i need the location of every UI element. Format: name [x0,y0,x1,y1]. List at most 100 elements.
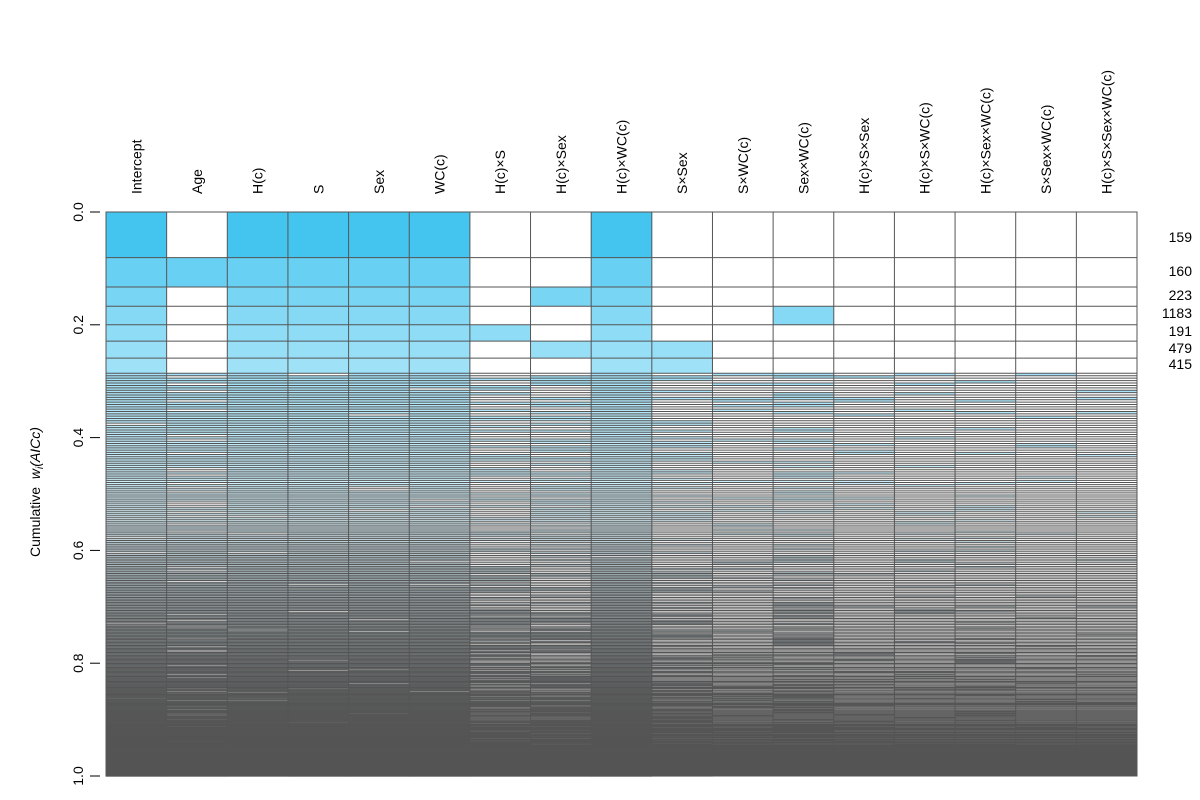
heatmap-cell [227,383,289,386]
heatmap-cell [348,562,410,565]
heatmap-cell [106,667,167,670]
heatmap-cell [469,519,531,522]
heatmap-cell [409,517,471,520]
column-label: H(c) [250,168,266,194]
heatmap-cell [287,571,349,574]
heatmap-cell [712,532,774,536]
heatmap-cell [166,411,228,415]
heatmap-cell [348,592,410,595]
heatmap-cell [530,536,592,539]
heatmap-cell [591,580,653,583]
heatmap-cell [287,490,349,494]
heatmap-cell [166,402,228,405]
heatmap-cell [227,571,289,574]
heatmap-cell [106,530,167,534]
heatmap-cell [409,551,471,554]
heatmap-cell [1076,515,1138,518]
heatmap-cell [712,383,774,386]
heatmap-cell [166,441,228,444]
heatmap-cell [409,450,471,453]
heatmap-cell [348,666,410,668]
heatmap-cell [348,651,410,653]
heatmap-cell [166,560,228,564]
heatmap-cell [530,471,592,475]
heatmap-cell [712,397,774,401]
heatmap-cell [348,662,410,664]
heatmap-cell [166,532,228,536]
heatmap-cell [409,569,471,572]
heatmap-cell [166,549,228,553]
heatmap-cell [712,497,774,500]
heatmap-cell [409,482,471,485]
y-tick-label: 0.2 [70,315,86,335]
heatmap-cell [591,530,653,534]
heatmap-cell [287,467,349,471]
heatmap-cell [530,555,592,558]
heatmap-cell [348,578,410,581]
heatmap-cell [409,542,471,545]
heatmap-cell [227,538,289,541]
heatmap-cell [530,618,592,621]
heatmap-cell [409,519,471,522]
heatmap-cell [409,529,471,532]
heatmap-cell [166,392,228,396]
heatmap-cell [348,604,410,606]
heatmap-cell [287,607,349,610]
heatmap-cell [530,544,592,547]
heatmap-cell [287,441,349,444]
heatmap-cell [530,573,592,576]
heatmap-cell [591,490,653,494]
heatmap-cell [591,373,653,377]
heatmap-cell [348,492,410,496]
heatmap-cell [348,443,410,446]
heatmap-cell [166,420,228,424]
heatmap-cell [773,560,835,564]
heatmap-cell [106,648,167,651]
heatmap-cell [591,571,653,574]
heatmap-cell [1015,616,1077,619]
heatmap-cell [348,608,410,611]
heatmap-cell [530,559,592,562]
heatmap-cell [469,583,531,586]
heatmap-cell [227,529,289,532]
heatmap-cell [106,358,167,374]
heatmap-cell [530,613,592,616]
heatmap-cell [409,443,471,446]
heatmap-cell [287,664,349,667]
heatmap-cell [409,557,471,560]
heatmap-cell [166,653,228,656]
column-labels: Intercept Age H(c) S Sex WC(c) H(c)×S H(c)×Sex H… [128,70,1114,194]
heatmap-cell [469,578,531,581]
heatmap-cell [166,458,228,462]
heatmap-cell [469,663,531,666]
heatmap-cell [530,521,592,524]
heatmap-cell [348,525,410,528]
heatmap-cell [166,618,228,621]
heatmap-cell [287,257,349,288]
heatmap-cell [469,632,531,635]
heatmap-cell [469,658,531,660]
heatmap-cell [591,397,653,401]
heatmap-cell [227,409,289,412]
heatmap-cell [166,540,228,543]
heatmap-cell [227,497,289,500]
heatmap-cell [227,530,289,534]
heatmap-cell [348,494,410,498]
heatmap-cell [591,534,653,538]
heatmap-cell [227,418,289,422]
heatmap-cell [773,441,835,444]
heatmap-cell [409,594,471,597]
heatmap-cell [833,653,895,656]
heatmap-cell [227,645,289,648]
heatmap-cell [348,501,410,504]
heatmap-cell [591,499,653,502]
model-id: 223 [1169,287,1193,303]
heatmap-cell [348,450,410,453]
heatmap-cell [469,458,531,462]
heatmap-cell [1076,411,1138,415]
heatmap-cell [227,664,289,667]
heatmap-cell [227,427,289,431]
heatmap-cell [106,521,167,524]
heatmap-cell [166,536,228,539]
